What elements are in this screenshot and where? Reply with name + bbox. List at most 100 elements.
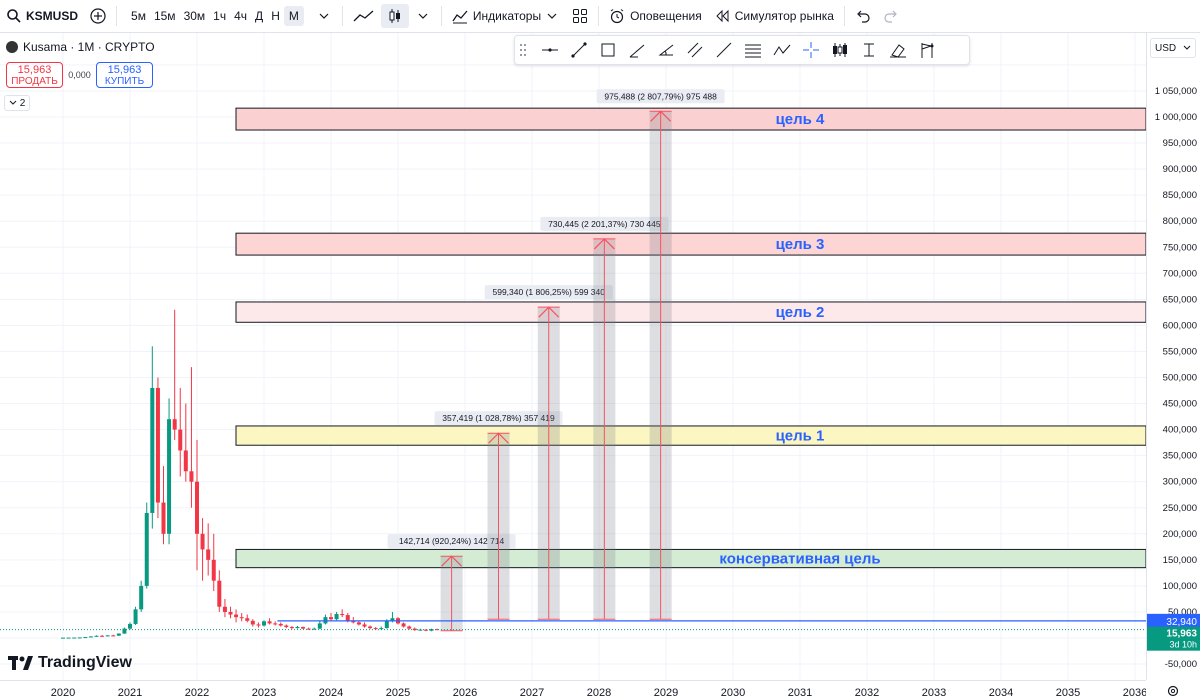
price-label: 550,000	[1163, 346, 1197, 357]
price-range-measures: 142,714 (920,24%) 142 714 357,419 (1 028,…	[387, 89, 725, 632]
indicators-collapse-button[interactable]: 2	[4, 95, 30, 111]
toolbar-divider	[440, 6, 442, 26]
chevron-down-icon	[9, 100, 17, 105]
replay-label: Симулятор рынка	[734, 9, 834, 23]
target-label: консервативная цель	[719, 551, 880, 568]
rectangle-tool[interactable]	[595, 38, 621, 62]
chevron-down-icon	[1183, 45, 1191, 50]
candle-body	[334, 614, 339, 620]
price-label: 300,000	[1163, 477, 1197, 488]
candle-body	[379, 628, 384, 630]
interval-0[interactable]: 5м	[131, 9, 146, 23]
search-icon	[7, 9, 21, 23]
extended-line-tool[interactable]	[711, 38, 737, 62]
path-tool[interactable]	[769, 38, 795, 62]
year-label: 2029	[654, 687, 678, 699]
target-zone[interactable]	[235, 232, 1146, 256]
year-label: 2036	[1123, 687, 1146, 699]
price-chart[interactable]: консервативная цель цель 1 цель 2 цель 3 цел…	[0, 33, 1146, 680]
angle-tool[interactable]	[653, 38, 679, 62]
redo-button[interactable]	[877, 0, 905, 33]
layouts-button[interactable]	[566, 0, 594, 33]
replay-button[interactable]: Симулятор рынка	[708, 0, 840, 33]
candle-body	[407, 626, 412, 629]
ray-tool[interactable]	[624, 38, 650, 62]
sell-label: ПРОДАТЬ	[11, 76, 58, 87]
toolbar-divider	[341, 6, 343, 26]
price-label: 1 000,000	[1155, 112, 1197, 123]
interval-1[interactable]: 15м	[153, 9, 176, 23]
price-axis[interactable]: 1 050,000 1 000,000 950,000 900,000 850,000 8…	[1146, 33, 1200, 680]
candle-body	[133, 609, 138, 624]
target-zones: консервативная цель цель 1 цель 2 цель 3 цел…	[235, 107, 1146, 569]
year-label: 2028	[587, 687, 611, 699]
interval-2[interactable]: 30м	[183, 9, 206, 23]
alerts-button[interactable]: Оповещения	[603, 0, 708, 33]
chart-type-dropdown[interactable]	[409, 0, 437, 33]
undo-button[interactable]	[849, 0, 877, 33]
tradingview-logo-icon	[8, 656, 33, 670]
interval-4[interactable]: 4ч	[234, 9, 248, 23]
currency-selector[interactable]: USD	[1150, 38, 1196, 58]
target-label: цель 1	[776, 428, 825, 445]
target-zone[interactable]	[235, 548, 1146, 569]
target-zone[interactable]	[235, 301, 1146, 323]
compare-button[interactable]	[84, 0, 112, 33]
candle-body	[234, 614, 239, 618]
fib-retracement-tool[interactable]	[740, 38, 766, 62]
year-label: 2026	[453, 687, 477, 699]
buy-button[interactable]: 15,963 КУПИТЬ	[96, 62, 153, 88]
candle-body	[423, 629, 428, 631]
text-tool[interactable]	[856, 38, 882, 62]
target-label: цель 2	[776, 304, 825, 321]
parallel-channel-tool[interactable]	[682, 38, 708, 62]
horizontal-ray-tool[interactable]	[537, 38, 563, 62]
target-zone[interactable]	[235, 425, 1146, 446]
sell-button[interactable]: 15,963 ПРОДАТЬ	[6, 62, 63, 88]
candle-body	[267, 621, 272, 624]
interval-7[interactable]: М	[283, 6, 304, 26]
undo-icon	[857, 10, 870, 23]
line-chart-icon	[353, 10, 374, 22]
interval-3[interactable]: 1ч	[213, 9, 227, 23]
year-label: 2033	[922, 687, 946, 699]
trend-line-tool[interactable]	[566, 38, 592, 62]
candle-body	[340, 614, 345, 616]
interval-5[interactable]: Д	[255, 9, 264, 23]
candle-body	[100, 635, 105, 637]
indicators-label: Индикаторы	[472, 9, 542, 23]
price-axis-labels: 1 050,000 1 000,000 950,000 900,000 850,000 8…	[1147, 86, 1200, 670]
crosshair-tool[interactable]	[798, 38, 824, 62]
bars-pattern-tool[interactable]	[827, 38, 853, 62]
target-zone[interactable]	[235, 107, 1146, 131]
line-chart-button[interactable]	[347, 0, 381, 33]
toolbar-divider	[598, 6, 600, 26]
candles-chart-button[interactable]	[380, 4, 409, 28]
candle-body	[373, 628, 378, 630]
year-label: 2034	[989, 687, 1013, 699]
brand-text: TradingView	[38, 654, 132, 671]
brush-tool[interactable]	[885, 38, 911, 62]
candle-body	[429, 629, 434, 631]
measure-label-bg	[596, 89, 725, 104]
horizontal-line-icon	[542, 48, 558, 52]
price-label: 250,000	[1163, 503, 1197, 514]
tradingview-logo[interactable]: TradingView	[8, 654, 132, 672]
interval-dropdown-button[interactable]	[310, 0, 338, 33]
time-axis[interactable]: 2020 2021 2022 2023 2024 2025 2026 2027 2028 2029…	[0, 680, 1147, 700]
candle-body	[245, 618, 250, 621]
symbol-search[interactable]: KSMUSD	[0, 0, 84, 33]
year-label: 2030	[721, 687, 745, 699]
drag-handle-icon[interactable]	[519, 42, 527, 58]
flag-icon	[921, 43, 934, 58]
extended-line-icon	[716, 42, 732, 58]
interval-6[interactable]: Н	[271, 9, 280, 23]
flag-tool[interactable]	[914, 38, 940, 62]
indicators-button[interactable]: Индикаторы	[446, 0, 566, 33]
price-label: 600,000	[1163, 320, 1197, 331]
price-label: -50,000	[1165, 659, 1197, 670]
candle-body	[116, 633, 121, 636]
candle-body	[289, 627, 294, 629]
chevron-down-icon	[547, 13, 557, 19]
gear-icon[interactable]	[1166, 684, 1180, 698]
